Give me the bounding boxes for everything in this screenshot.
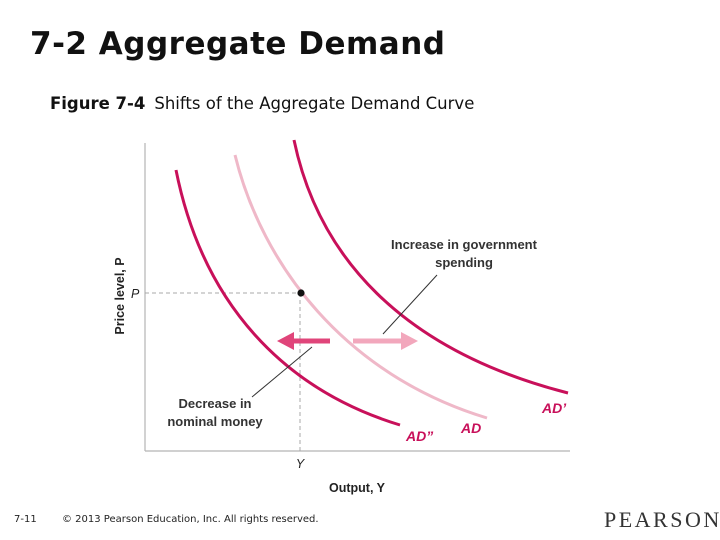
y-axis-label: Price level, P	[113, 257, 127, 334]
x-axis-label: Output, Y	[329, 481, 386, 495]
copyright-notice: © 2013 Pearson Education, Inc. All right…	[62, 514, 319, 525]
ad-double-prime-curve	[174, 169, 401, 427]
nominal-money-annotation-line2: nominal money	[167, 414, 263, 429]
ad-double-prime-label: AD”	[405, 428, 433, 444]
equilibrium-point	[297, 289, 305, 297]
ad-prime-curve	[292, 139, 569, 395]
slide-page-number: 7-11	[14, 514, 37, 525]
nominal-money-annotation-line1: Decrease in	[179, 396, 252, 411]
left-shift-arrow	[277, 332, 330, 350]
ad-curve	[233, 154, 488, 420]
price-tick-label: P	[131, 287, 140, 301]
nominal-money-leader	[251, 346, 313, 398]
gov-spending-annotation-line1: Increase in government	[391, 237, 538, 252]
pearson-logo: PEARSON	[604, 507, 720, 532]
gov-spending-leader	[382, 274, 438, 335]
figure-number: Figure 7-4	[50, 94, 146, 113]
slide-title: 7-2 Aggregate Demand	[30, 26, 446, 62]
gov-spending-annotation-line2: spending	[435, 255, 493, 270]
ad-label: AD	[460, 420, 481, 436]
ad-prime-label: AD’	[541, 400, 567, 416]
right-shift-arrow	[353, 332, 418, 350]
figure-title: Shifts of the Aggregate Demand Curve	[154, 94, 475, 113]
figure-caption: Figure 7-4 Shifts of the Aggregate Demand…	[50, 94, 474, 113]
output-tick-label: Y	[296, 457, 306, 471]
